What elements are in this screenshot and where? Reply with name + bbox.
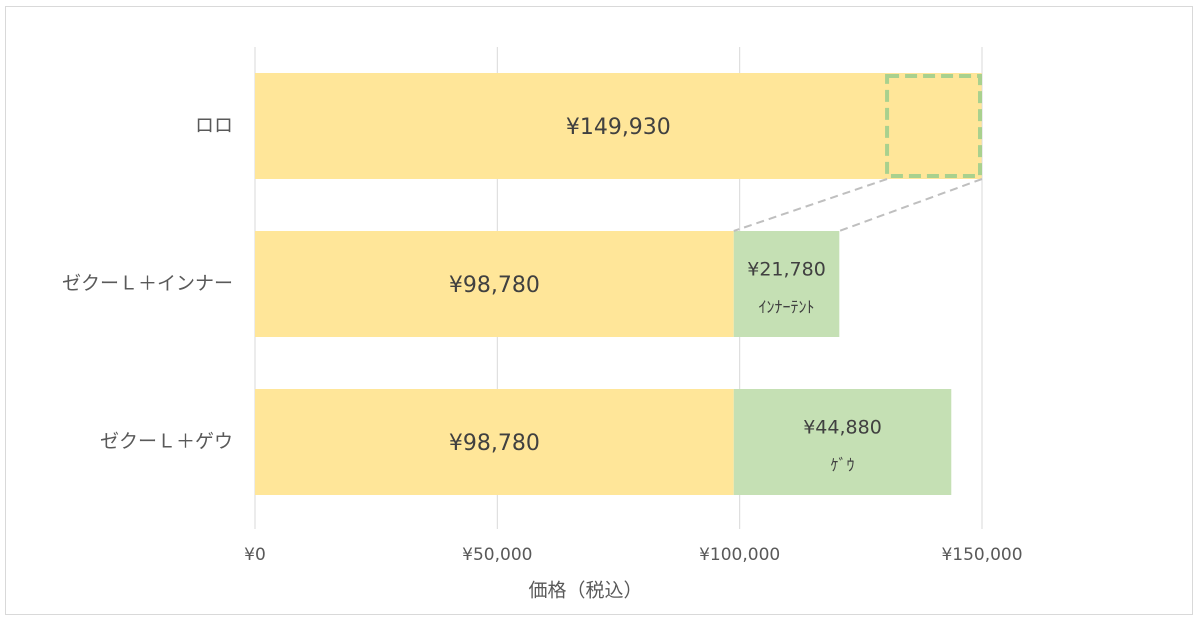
x-axis-title: 価格（税込） [528, 580, 642, 602]
data-label: ¥98,780 [449, 431, 540, 456]
category-label: ロロ [195, 115, 233, 137]
x-tick-label: ¥150,000 [941, 545, 1022, 565]
segment-note: ｹﾞｳ [831, 456, 855, 475]
data-label: ¥44,880 [803, 417, 882, 439]
x-tick-label: ¥50,000 [462, 545, 532, 565]
highlight-box [885, 74, 982, 178]
bar-base [255, 231, 734, 337]
data-label: ¥149,930 [566, 115, 671, 140]
bar-base [255, 73, 982, 179]
category-label: ゼクーＬ＋ゲウ [100, 431, 233, 453]
connector-line [838, 178, 983, 232]
data-label: ¥21,780 [747, 259, 826, 281]
segment-note: ｲﾝﾅｰﾃﾝﾄ [759, 298, 815, 317]
bar-addon [733, 389, 952, 495]
data-label: ¥98,780 [449, 273, 540, 298]
bar-base [255, 389, 734, 495]
bar-addon [733, 231, 840, 337]
connector-line [733, 178, 888, 232]
x-tick-label: ¥100,000 [699, 545, 780, 565]
x-tick-label: ¥0 [244, 545, 266, 565]
category-label: ゼクーＬ＋インナー [62, 273, 233, 295]
